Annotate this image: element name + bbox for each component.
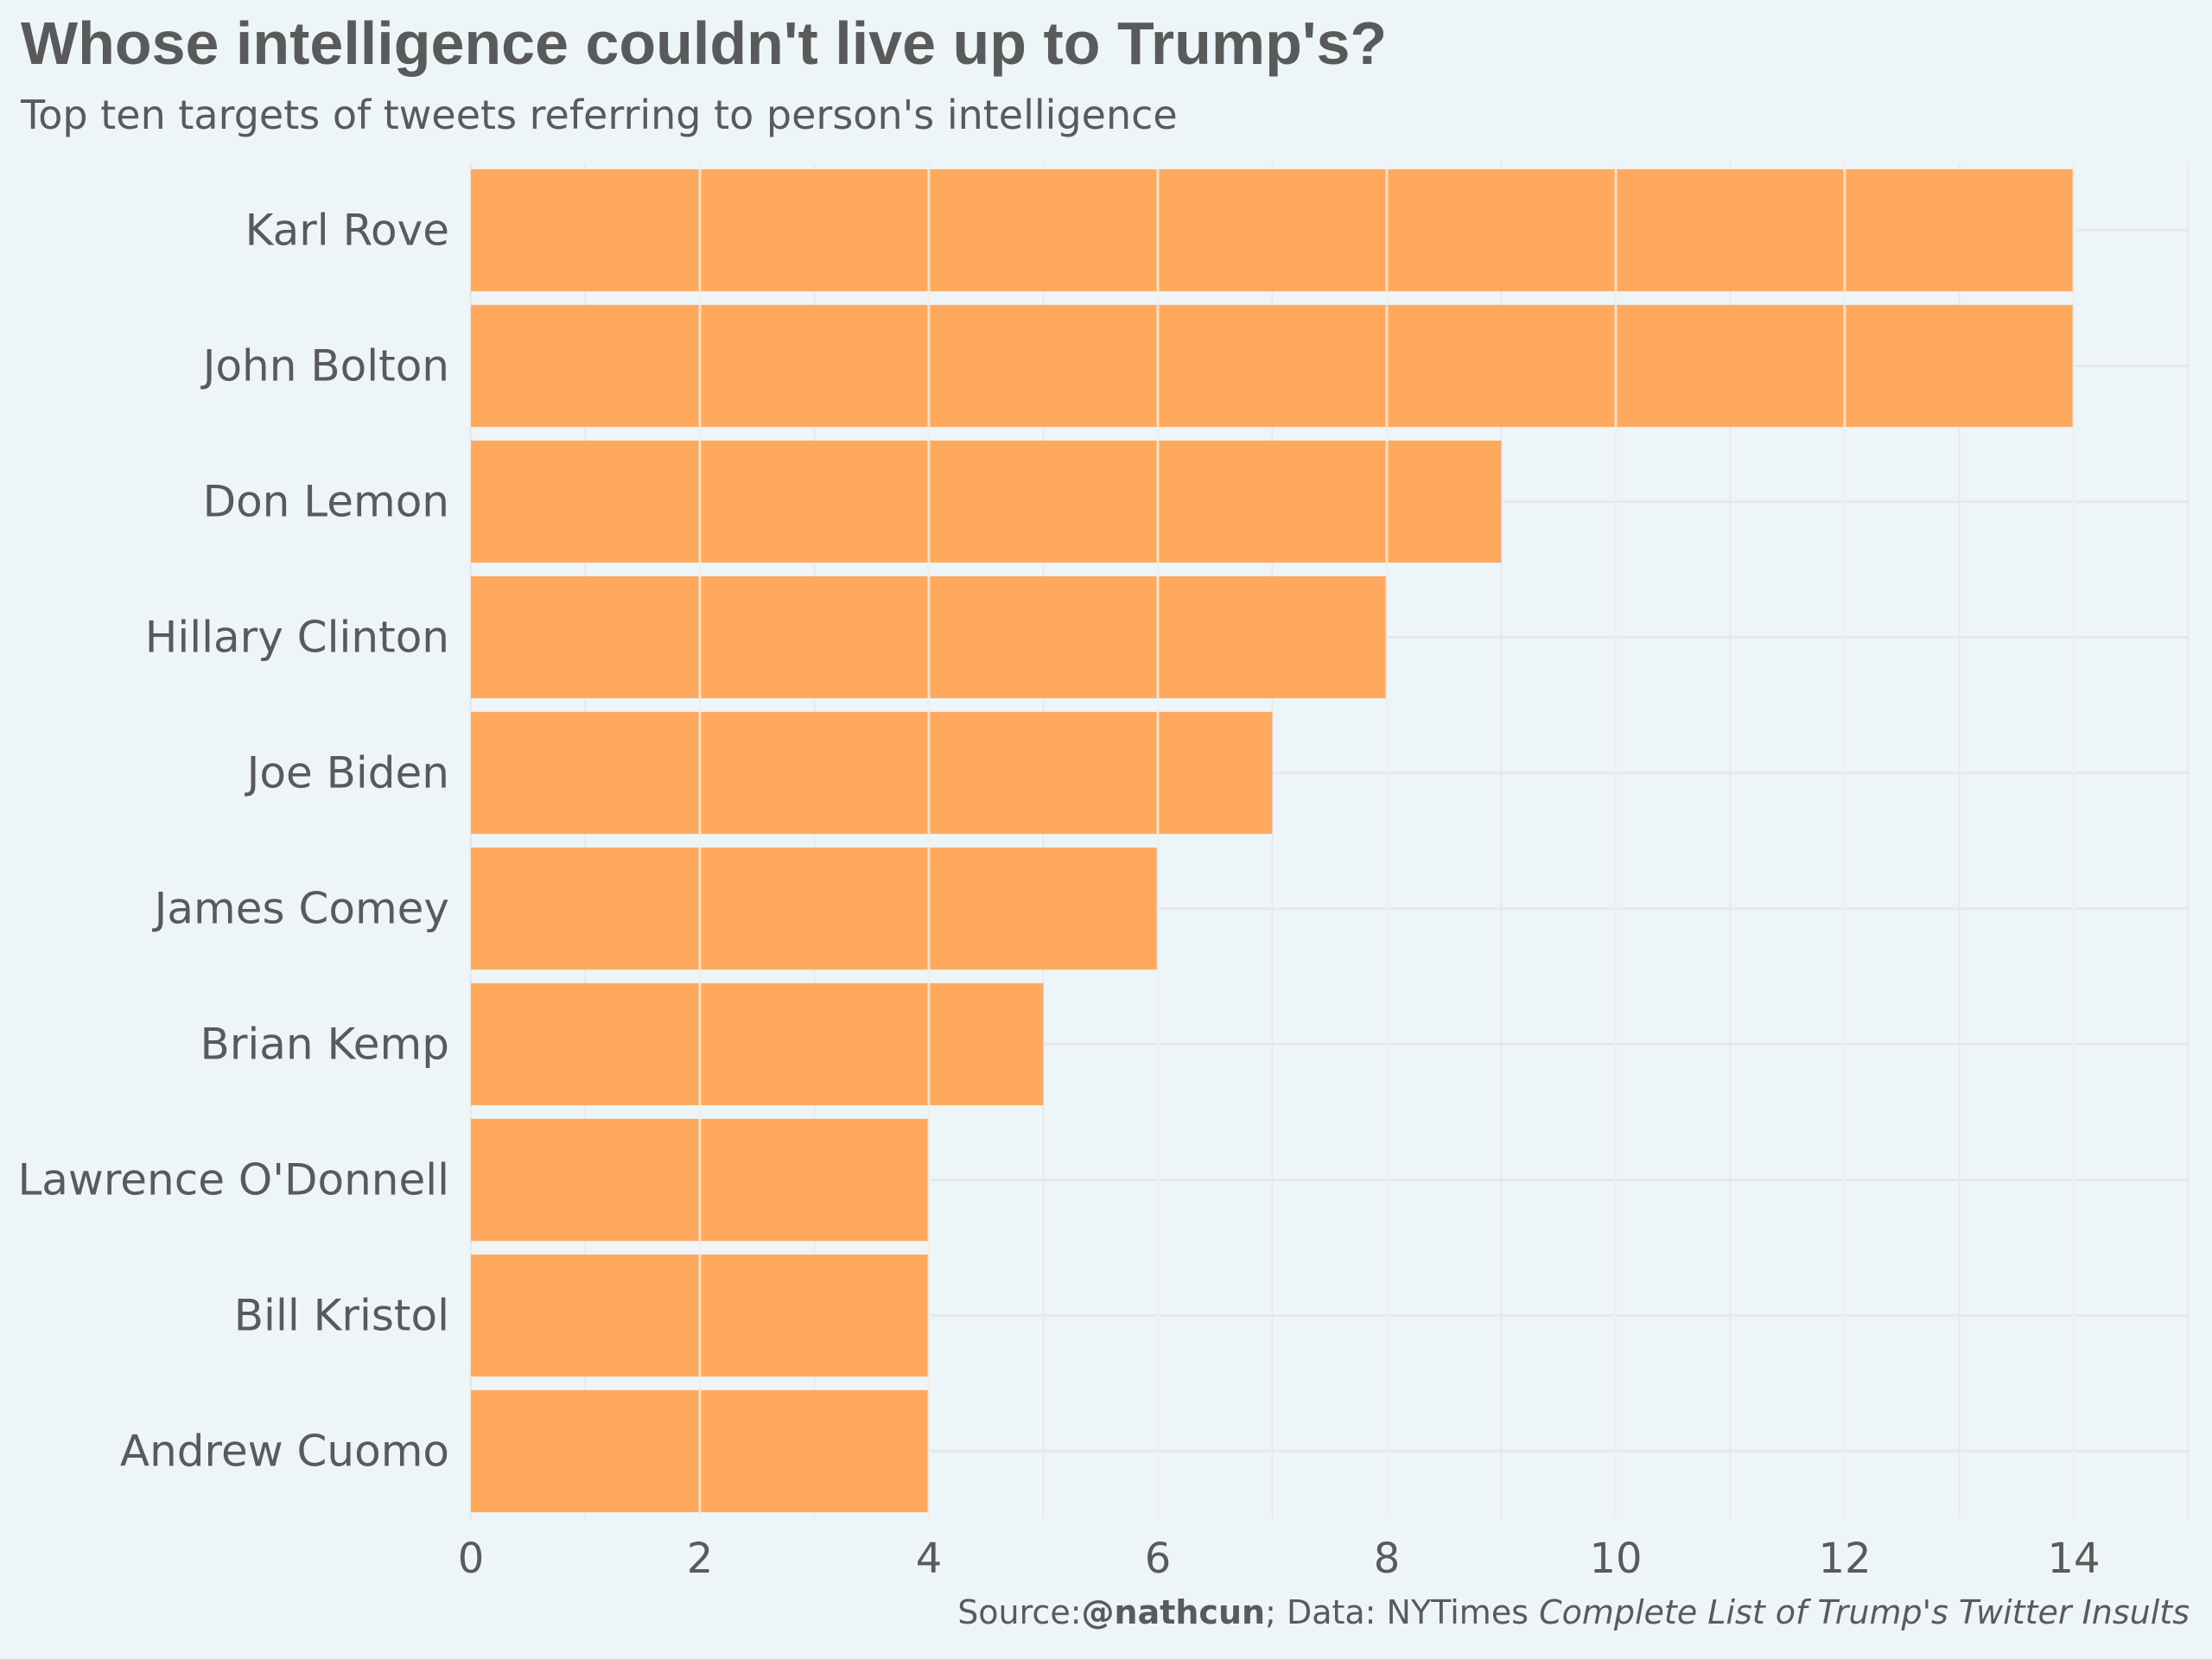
x-tick-label-3: 6 [1145, 1535, 1172, 1583]
category-label-9: Andrew Cuomo [120, 1427, 449, 1477]
category-label-4: Joe Biden [245, 748, 449, 798]
x-tick-label-0: 0 [458, 1535, 485, 1583]
bar-4 [471, 711, 1273, 835]
category-label-0: Karl Rove [245, 206, 449, 256]
chart-subtitle: Top ten targets of tweets referring to p… [21, 92, 1178, 138]
bar-1 [471, 304, 2074, 428]
category-label-8: Bill Kristol [234, 1291, 449, 1341]
caption-source-title: Complete List of Trump's Twitter Insults [1539, 1593, 2190, 1631]
bar-6 [471, 982, 1044, 1106]
bar-5 [471, 847, 1158, 970]
category-label-6: Brian Kemp [200, 1020, 449, 1070]
category-label-1: John Bolton [200, 341, 449, 391]
x-tick-label-7: 14 [2047, 1535, 2100, 1583]
category-label-2: Don Lemon [203, 477, 449, 527]
chart-title: Whose intelligence couldn't live up to T… [21, 10, 1388, 77]
x-tick-label-4: 8 [1374, 1535, 1401, 1583]
caption-prefix: Source: [957, 1593, 1082, 1631]
x-tick-label-6: 12 [1818, 1535, 1871, 1583]
grid-overlay-lines [698, 162, 2075, 1519]
source-caption: Source:@nathcun; Data: NYTimes Complete … [957, 1593, 2190, 1631]
x-tick-label-1: 2 [687, 1535, 714, 1583]
category-labels: Karl Rove John Bolton Don Lemon Hillary Cli… [17, 206, 449, 1477]
caption-handle: @nathcun [1081, 1593, 1266, 1631]
bar-2 [471, 440, 1502, 563]
x-tick-label-5: 10 [1589, 1535, 1642, 1583]
bar-0 [471, 168, 2074, 292]
caption-middle: ; Data: NYTimes [1265, 1593, 1540, 1631]
category-label-3: Hillary Clinton [145, 613, 449, 663]
category-label-5: James Comey [152, 884, 449, 934]
category-label-7: Lawrence O'Donnell [17, 1155, 449, 1205]
x-axis-ticks: 0 2 4 6 8 10 12 14 [458, 1535, 2101, 1583]
x-tick-label-2: 4 [916, 1535, 943, 1583]
